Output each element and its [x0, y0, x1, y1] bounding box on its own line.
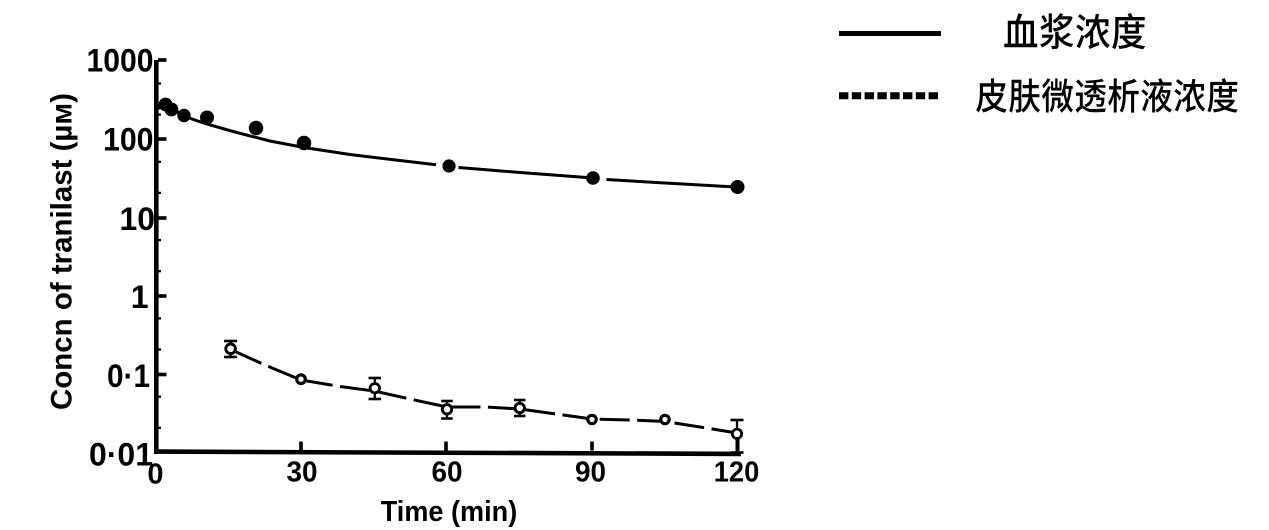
- svg-text:Time (min): Time (min): [381, 496, 518, 528]
- svg-text:90: 90: [575, 457, 606, 489]
- svg-text:0: 0: [147, 459, 163, 491]
- svg-text:Concn of tranilast (µм): Concn of tranilast (µм): [46, 93, 79, 410]
- svg-text:1000: 1000: [87, 43, 154, 79]
- svg-text:1: 1: [131, 279, 149, 315]
- svg-text:0·01: 0·01: [89, 437, 153, 473]
- svg-text:60: 60: [432, 457, 463, 489]
- svg-text:10: 10: [120, 201, 156, 237]
- svg-text:0·1: 0·1: [107, 358, 150, 394]
- svg-text:120: 120: [714, 457, 760, 489]
- svg-text:100: 100: [103, 122, 154, 158]
- svg-text:30: 30: [287, 457, 318, 489]
